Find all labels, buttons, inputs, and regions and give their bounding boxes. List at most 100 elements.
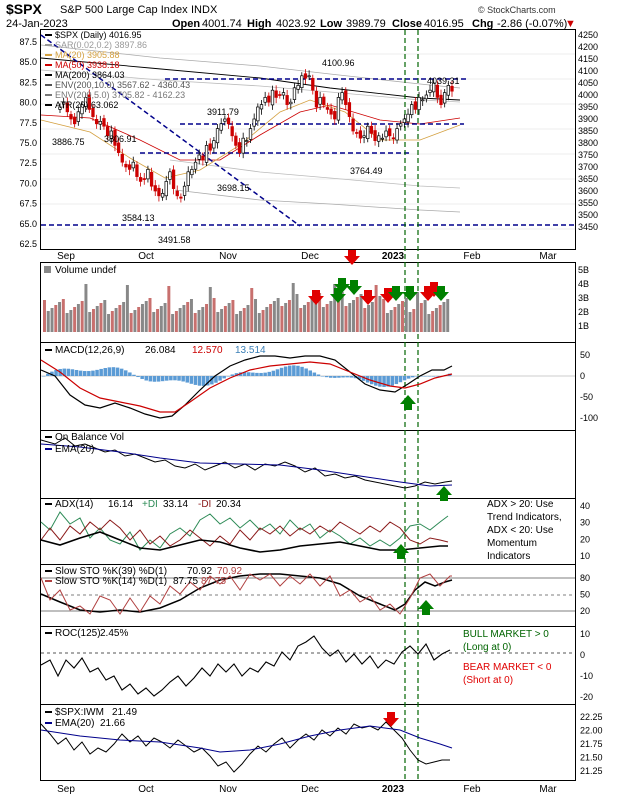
ratio-ema-value: 21.66 <box>100 718 125 729</box>
macd-hist-bar <box>95 369 99 376</box>
candle-body <box>230 126 234 137</box>
price-left-axis: 87.5 85.0 82.5 80.0 77.5 75.0 72.5 70.0 67.5 65.0… <box>19 37 37 249</box>
candle-body <box>380 137 385 140</box>
volume-bar <box>43 300 46 332</box>
volume-bar <box>140 304 144 332</box>
volume-bar <box>352 300 355 332</box>
candle-body <box>215 128 220 144</box>
axis-tick-label: 10 <box>580 551 590 561</box>
volume-bar <box>193 313 197 332</box>
axis-tick-label: 50 <box>580 350 590 360</box>
volume-bar <box>88 312 92 332</box>
sto39-d-value: 70.92 <box>217 566 242 577</box>
macd-label: MACD(12,26,9) <box>55 345 124 356</box>
candle-body <box>406 113 410 123</box>
volume-bar <box>367 305 371 332</box>
candle-body <box>76 111 80 122</box>
volume-bar <box>431 311 435 332</box>
axis-tick-label: 3800 <box>578 138 598 148</box>
macd-hist-bar <box>267 371 271 376</box>
candle-body <box>256 106 260 122</box>
macd-hist-bar <box>292 365 296 376</box>
volume-bar <box>201 307 205 332</box>
volume-bar <box>408 312 412 332</box>
macd-hist-bar <box>304 368 308 376</box>
volume-bar <box>303 305 306 332</box>
candle-body <box>102 118 106 127</box>
macd-hist-bar <box>247 372 251 376</box>
macd-hist-bar <box>308 370 312 376</box>
index-name: S&P 500 Large Cap Index <box>60 4 188 16</box>
macd-hist-bar <box>275 369 280 376</box>
axis-tick-label: 5B <box>578 265 589 275</box>
candle-body <box>325 107 330 110</box>
volume-bar <box>58 302 62 332</box>
candle-body <box>204 145 209 163</box>
adx-note-line: ADX < 20: Use <box>487 525 554 536</box>
candle-body <box>285 95 289 105</box>
candle-body <box>135 164 139 177</box>
volume-bar <box>306 302 310 332</box>
red-down-arrow-icon <box>308 290 324 305</box>
volume-bar <box>314 296 318 332</box>
volume-bar <box>159 306 163 332</box>
axis-tick-label: 77.5 <box>19 118 37 128</box>
volume-bar <box>261 310 265 332</box>
bull-market-subnote: (Long at 0) <box>463 642 511 653</box>
axis-tick-label: 3950 <box>578 102 598 112</box>
macd-hist-bar <box>349 376 353 378</box>
volume-bar <box>227 303 231 332</box>
volume-bar <box>434 308 438 332</box>
macd-hist-bar <box>83 371 87 376</box>
volume-bar <box>122 302 126 332</box>
candle-body <box>226 117 231 125</box>
candle-body <box>311 77 315 91</box>
volume-bar <box>182 305 186 332</box>
sto39-label: Slow STO %K(39) %D(1) <box>55 566 167 577</box>
macd-hist-bar <box>333 376 337 378</box>
candle-body <box>336 97 341 121</box>
macd-lines <box>40 355 453 419</box>
macd-hist-bar <box>78 370 83 376</box>
axis-tick-label: 3600 <box>578 186 598 196</box>
volume-bar <box>389 310 393 332</box>
candle-body <box>384 130 388 138</box>
axis-tick-label: 20 <box>580 606 590 616</box>
volume-bar <box>208 287 212 332</box>
candle-body <box>322 96 326 105</box>
macd-hist-bar <box>337 376 341 378</box>
macd-hist-bar <box>382 376 386 387</box>
x-axis-label: Oct <box>138 251 154 262</box>
candle-body <box>248 128 253 140</box>
legend-item: ATR(20) 63.062 <box>55 100 118 110</box>
axis-tick-label: -10 <box>580 671 593 681</box>
candle-body <box>388 128 392 137</box>
volume-bar <box>299 308 303 332</box>
axis-tick-label: 22.00 <box>580 726 603 736</box>
macd-hist-bar <box>152 376 157 382</box>
sto14-d-value: 87.75 <box>201 576 226 587</box>
sto-axis: 80 50 20 <box>580 573 590 616</box>
macd-hist-bar <box>320 376 325 377</box>
x-axis-label: Dec <box>301 784 319 795</box>
candle-body <box>402 118 407 123</box>
candle-body <box>138 177 143 182</box>
macd-hist-bar <box>173 376 177 381</box>
macd-hist-bar <box>140 376 144 380</box>
axis-tick-label: 67.5 <box>19 199 37 209</box>
volume-bar <box>110 311 114 332</box>
candle-body <box>450 85 454 92</box>
candle-body <box>245 140 249 142</box>
candle-body <box>435 84 439 98</box>
candle-body <box>80 104 84 115</box>
candle-body <box>197 154 201 160</box>
volume-bar <box>205 304 209 332</box>
candle-body <box>73 117 77 125</box>
volume-bar <box>46 311 50 332</box>
volume-bar <box>310 299 314 332</box>
axis-tick-label: 85.0 <box>19 57 37 67</box>
adx-legend: ADX(14) 16.14 +DI 33.14 -DI 20.34 <box>45 499 241 510</box>
annotation-3911: 3911.79 <box>207 107 239 117</box>
axis-tick-label: 62.5 <box>19 239 37 249</box>
green-down-arrow-icon <box>334 278 350 293</box>
